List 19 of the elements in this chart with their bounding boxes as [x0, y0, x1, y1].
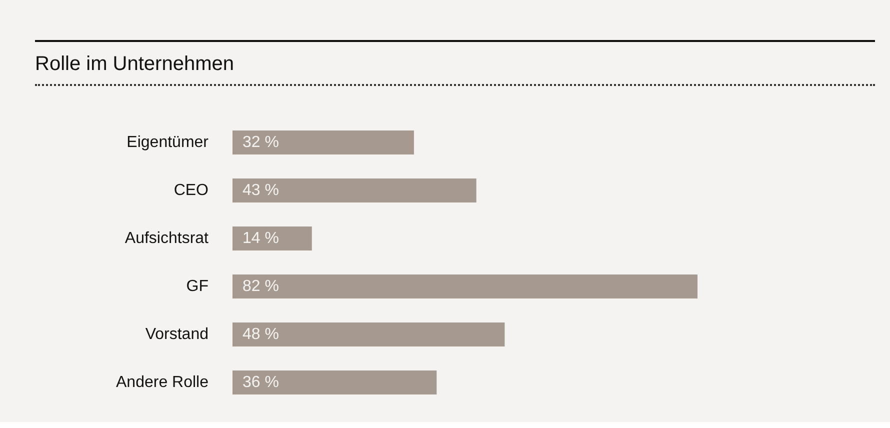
y-tick-label: GF — [186, 278, 209, 295]
bar — [232, 178, 476, 202]
y-tick-label: Aufsichtsrat — [124, 230, 210, 247]
bar — [232, 274, 698, 298]
bar — [232, 130, 414, 154]
data-label: 14 % — [242, 230, 279, 247]
data-label: 36 % — [242, 374, 279, 391]
bar — [232, 322, 505, 346]
data-label: 32 % — [242, 134, 279, 151]
data-label: 43 % — [242, 182, 279, 199]
y-tick-label: Vorstand — [145, 326, 208, 343]
bar — [232, 226, 312, 250]
data-label: 48 % — [242, 326, 279, 343]
bar — [232, 370, 437, 394]
data-label: 82 % — [242, 278, 279, 295]
chart-title: Rolle im Unternehmen — [35, 52, 234, 77]
y-tick-label: CEO — [174, 182, 208, 199]
y-tick-label: Andere Rolle — [116, 374, 209, 391]
y-tick-label: Eigentümer — [126, 134, 210, 151]
